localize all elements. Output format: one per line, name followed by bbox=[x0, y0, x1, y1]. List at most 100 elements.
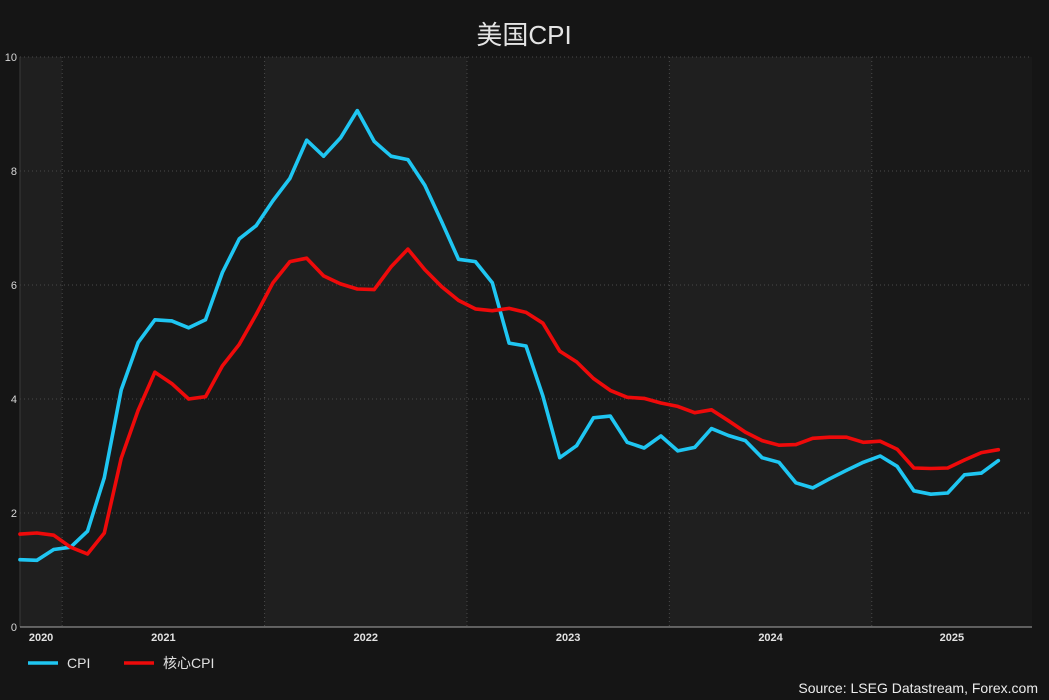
cpi-data-point bbox=[220, 270, 224, 275]
legend: CPI 核心CPI bbox=[28, 655, 214, 671]
cpi-data-point bbox=[625, 440, 629, 444]
x-tick-labels: 2020 2021 2022 2023 2024 2025 bbox=[29, 632, 964, 644]
cpi-data-point bbox=[642, 446, 646, 450]
cpi-data-point bbox=[726, 433, 731, 438]
cpi-data-point bbox=[760, 456, 764, 460]
core-cpi-data-point bbox=[828, 435, 832, 439]
y-tick-label: 6 bbox=[11, 280, 17, 292]
y-tick-label: 8 bbox=[11, 166, 17, 178]
cpi-data-point bbox=[811, 486, 815, 490]
cpi-data-point bbox=[203, 318, 208, 322]
cpi-data-point bbox=[861, 460, 865, 464]
legend-item-core-cpi: 核心CPI bbox=[124, 655, 214, 671]
year-band-2020 bbox=[20, 57, 63, 627]
core-cpi-data-point bbox=[625, 395, 629, 399]
year-band-2022 bbox=[264, 57, 467, 627]
core-cpi-data-point bbox=[844, 435, 849, 439]
cpi-data-point bbox=[338, 136, 343, 140]
core-cpi-data-point bbox=[558, 349, 562, 353]
core-cpi-data-point bbox=[490, 309, 494, 313]
core-cpi-data-point bbox=[85, 552, 90, 556]
core-cpi-data-point bbox=[18, 532, 22, 536]
x-tick-label: 2025 bbox=[940, 632, 964, 644]
cpi-data-point bbox=[608, 414, 612, 418]
cpi-data-point bbox=[558, 456, 562, 460]
y-tick-label: 10 bbox=[5, 52, 17, 64]
core-cpi-data-point bbox=[659, 401, 663, 405]
cpi-data-point bbox=[136, 341, 140, 345]
core-cpi-data-point bbox=[642, 396, 646, 400]
core-cpi-data-point bbox=[102, 531, 106, 535]
cpi-series bbox=[18, 108, 1001, 563]
legend-label-core-cpi: 核心CPI bbox=[163, 655, 214, 671]
year-bands bbox=[20, 57, 1032, 627]
cpi-data-point bbox=[322, 154, 326, 158]
legend-item-cpi: CPI bbox=[28, 655, 90, 671]
cpi-data-point bbox=[591, 416, 596, 420]
cpi-data-point bbox=[389, 154, 393, 158]
core-cpi-data-point bbox=[389, 265, 393, 269]
legend-label-cpi: CPI bbox=[67, 655, 90, 671]
core-cpi-data-point bbox=[456, 298, 461, 302]
core-cpi-data-point bbox=[608, 388, 612, 392]
core-cpi-data-point bbox=[237, 342, 241, 346]
core-cpi-data-point bbox=[406, 247, 410, 251]
cpi-data-point bbox=[456, 257, 461, 261]
cpi-data-point bbox=[372, 139, 376, 143]
cpi-data-point bbox=[743, 439, 747, 443]
core-cpi-data-point bbox=[254, 313, 258, 317]
cpi-data-point bbox=[102, 476, 106, 480]
y-tick-label: 2 bbox=[11, 508, 17, 520]
cpi-data-point bbox=[423, 183, 427, 187]
y-tick-label: 4 bbox=[11, 394, 17, 406]
cpi-data-point bbox=[524, 344, 528, 348]
cpi-data-point bbox=[18, 558, 22, 562]
core-cpi-data-point bbox=[760, 439, 764, 443]
core-cpi-data-point bbox=[726, 419, 731, 423]
core-cpi-data-point bbox=[979, 451, 984, 455]
source-note: Source: LSEG Datastream, Forex.com bbox=[798, 680, 1038, 696]
cpi-data-point bbox=[440, 220, 444, 224]
chart-title: 美国CPI bbox=[476, 20, 571, 50]
core-cpi-data-point bbox=[220, 364, 224, 368]
core-cpi-data-point bbox=[35, 531, 39, 535]
x-tick-label: 2023 bbox=[556, 632, 580, 644]
x-tick-label: 2022 bbox=[354, 632, 378, 644]
cpi-data-point bbox=[828, 477, 832, 481]
cpi-data-point bbox=[119, 388, 123, 392]
cpi-data-point bbox=[676, 449, 680, 453]
core-cpi-data-point bbox=[271, 281, 275, 285]
core-cpi-data-point bbox=[52, 533, 56, 537]
cpi-data-point bbox=[187, 326, 191, 330]
cpi-data-point bbox=[541, 394, 545, 398]
cpi-data-point bbox=[254, 224, 258, 228]
core-cpi-data-point bbox=[861, 440, 865, 444]
core-cpi-data-point bbox=[878, 439, 882, 443]
series-lines bbox=[18, 108, 1001, 563]
year-band-2024 bbox=[669, 57, 872, 627]
cpi-data-point bbox=[153, 318, 157, 322]
core-cpi-data-point bbox=[153, 370, 157, 374]
cpi-data-point bbox=[929, 492, 933, 496]
core-cpi-data-point bbox=[895, 447, 899, 451]
cpi-data-point bbox=[693, 445, 697, 449]
cpi-data-point bbox=[777, 460, 781, 464]
core-cpi-data-point bbox=[743, 430, 747, 434]
cpi-data-point bbox=[507, 341, 511, 345]
cpi-data-point bbox=[895, 464, 899, 468]
cpi-data-point bbox=[170, 319, 174, 323]
cpi-data-point bbox=[844, 468, 849, 472]
core-cpi-data-point bbox=[473, 307, 477, 311]
year-band-2023 bbox=[466, 57, 670, 627]
cpi-data-point bbox=[85, 529, 90, 533]
core-cpi-data-point bbox=[591, 376, 596, 381]
y-tick-labels: 0 2 4 6 8 10 bbox=[5, 52, 17, 634]
core-cpi-data-point bbox=[187, 397, 191, 401]
core-cpi-data-point bbox=[440, 285, 444, 289]
cpi-data-point bbox=[946, 491, 950, 495]
core-cpi-data-point bbox=[811, 436, 815, 440]
core-cpi-data-point bbox=[575, 360, 579, 364]
core-cpi-data-point bbox=[69, 545, 73, 549]
year-band-2021 bbox=[62, 57, 265, 627]
